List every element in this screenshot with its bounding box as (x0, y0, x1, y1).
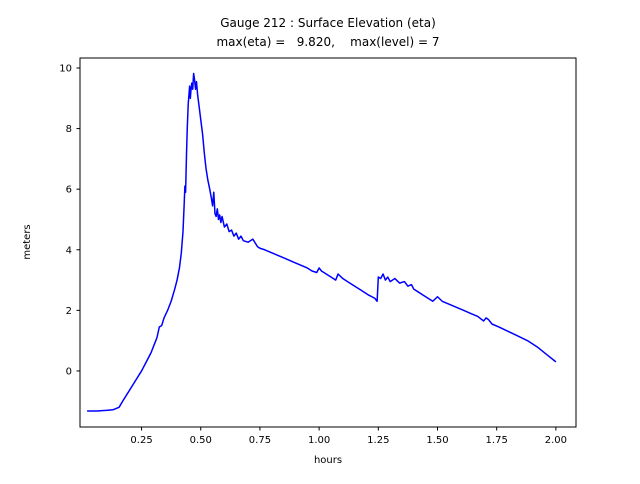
x-tick-label: 1.25 (367, 435, 389, 446)
y-tick-label: 6 (66, 185, 72, 196)
x-tick-label: 1.50 (426, 435, 448, 446)
x-tick-label: 1.00 (308, 435, 330, 446)
y-tick-label: 4 (66, 245, 72, 256)
y-tick-label: 8 (66, 124, 72, 135)
x-tick-label: 2.00 (545, 435, 567, 446)
chart-title: Gauge 212 : Surface Elevation (eta) (220, 16, 436, 30)
y-tick-label: 2 (66, 306, 72, 317)
x-tick-label: 0.50 (190, 435, 212, 446)
x-axis-label: hours (314, 455, 342, 466)
plot-area: 0.25 0.50 0.75 1.00 1.25 1.50 1.75 2.00 0 2 4 6 8 10 (59, 57, 577, 446)
axes-spines (79, 57, 577, 428)
x-tick-label: 0.75 (249, 435, 271, 446)
chart-subtitle: max(eta) = 9.820, max(level) = 7 (216, 35, 439, 49)
data-line (87, 72, 557, 412)
y-tick-label: 10 (59, 63, 72, 74)
y-tick-label: 0 (66, 366, 72, 377)
y-axis-label: meters (22, 224, 33, 259)
x-tick-label: 1.75 (486, 435, 508, 446)
x-tick-label: 0.25 (130, 435, 152, 446)
